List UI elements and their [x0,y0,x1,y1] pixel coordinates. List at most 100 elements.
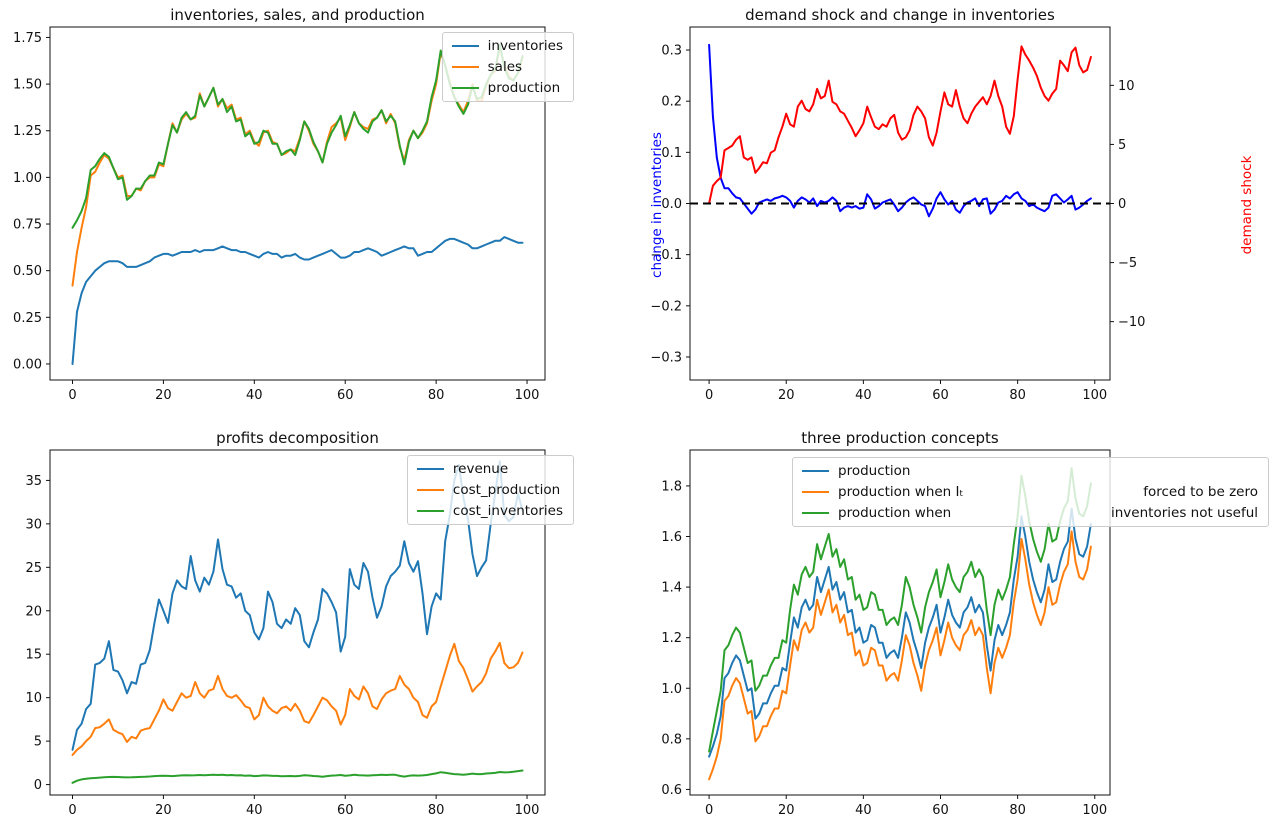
svg-text:0: 0 [34,778,42,793]
svg-text:20: 20 [155,388,172,403]
svg-text:1.75: 1.75 [13,31,42,46]
legend-label: production when Iₜ [838,484,964,500]
legend-item-sales: sales [451,59,563,75]
svg-text:30: 30 [25,517,42,532]
svg-text:10: 10 [1118,79,1135,94]
legend-item-cost-inventories: cost_inventories [416,503,563,519]
svg-text:40: 40 [246,803,263,818]
axes-profits-decomposition: 0 20 40 60 80 100 0 5 10 15 20 25 30 35 [25,449,546,818]
svg-text:0.8: 0.8 [661,732,682,747]
svg-text:0: 0 [705,388,713,403]
axes-demand-shock: 0 20 40 60 80 100−0.3−0.2−0.10.00.10.20.3−10−… [650,26,1145,403]
subplot-inventories-sales-production: inventories, sales, and production 0 20 40… [0,0,640,417]
legend-line-swatch [451,45,479,47]
y-axis-label-demand-shock: demand shock [1239,155,1255,255]
legend-inventories-sales-production: inventories sales production [441,32,574,102]
svg-text:0.0: 0.0 [661,197,682,212]
svg-text:40: 40 [855,388,872,403]
svg-text:60: 60 [337,388,354,403]
svg-text:40: 40 [855,803,872,818]
subplot-title: demand shock and change in inventories [745,6,1055,24]
svg-text:60: 60 [932,388,949,403]
legend-line-swatch [416,468,444,470]
svg-text:20: 20 [778,803,795,818]
svg-text:20: 20 [778,388,795,403]
y-axis-label-change-in-inventories: change in inventories [649,132,665,278]
axes-inventories-sales-production: 0 20 40 60 80 100 0.00 0.25 0.50 0.75 1.00 1.25 1.50… [13,26,546,403]
subplot-title: three production concepts [801,429,999,447]
svg-text:1.25: 1.25 [13,124,42,139]
legend-label: inventories [487,38,563,54]
legend-item-inventories: inventories [451,38,563,54]
legend-item-production-when: production when inventories not useful [802,505,1258,521]
legend-label: cost_production [452,482,561,498]
svg-text:20: 20 [155,803,172,818]
svg-text:60: 60 [337,803,354,818]
legend-item-cost-production: cost_production [416,482,563,498]
legend-line-swatch [451,87,479,89]
svg-text:−0.2: −0.2 [650,299,682,314]
subplot-profits-decomposition: profits decomposition 0 20 40 60 80 100 0 5 10 15… [0,417,640,834]
svg-text:0.1: 0.1 [661,146,682,161]
svg-text:0.25: 0.25 [13,311,42,326]
svg-text:0: 0 [68,803,76,818]
svg-text:1.00: 1.00 [13,171,42,186]
subplot-three-production-concepts: three production concepts 0 20 40 60 80 100 0.… [640,417,1281,834]
svg-text:0: 0 [68,388,76,403]
svg-text:1.50: 1.50 [13,78,42,93]
svg-text:80: 80 [428,388,445,403]
svg-text:15: 15 [25,648,42,663]
legend-line-swatch [802,512,829,514]
svg-text:40: 40 [246,388,263,403]
svg-text:100: 100 [515,388,540,403]
svg-text:80: 80 [1009,803,1026,818]
svg-text:60: 60 [932,803,949,818]
svg-text:0: 0 [1118,197,1126,212]
legend-three-production-concepts: production production when Iₜ forced to be… [792,457,1269,527]
svg-text:25: 25 [25,561,42,576]
legend-profits-decomposition: revenue cost_production cost_inventories [406,455,574,525]
svg-text:0.75: 0.75 [13,218,42,233]
svg-text:0.3: 0.3 [661,44,682,59]
svg-text:100: 100 [515,803,540,818]
legend-label-suffix: inventories not useful [1111,505,1258,521]
svg-text:100: 100 [1082,803,1107,818]
legend-label-suffix: forced to be zero [1143,484,1258,500]
legend-item-revenue: revenue [416,461,563,477]
svg-text:80: 80 [1009,388,1026,403]
svg-text:0: 0 [705,803,713,818]
legend-item-production-when-i-: production when Iₜ forced to be zero [802,484,1258,500]
svg-text:1.8: 1.8 [661,479,682,494]
svg-text:−10: −10 [1118,315,1145,330]
legend-line-swatch [451,66,479,68]
svg-text:0.6: 0.6 [661,783,682,798]
svg-text:−5: −5 [1118,256,1137,271]
svg-text:5: 5 [34,735,42,750]
legend-label: production [487,80,561,96]
svg-text:0.50: 0.50 [13,264,42,279]
subplot-title: profits decomposition [216,429,379,447]
svg-text:1.6: 1.6 [661,530,682,545]
subplot-title: inventories, sales, and production [170,6,425,24]
svg-text:100: 100 [1082,388,1107,403]
svg-text:0.00: 0.00 [13,357,42,372]
svg-text:20: 20 [25,604,42,619]
legend-label: revenue [452,461,509,477]
svg-text:−0.1: −0.1 [650,248,682,263]
legend-label: cost_inventories [452,503,563,519]
svg-text:1.0: 1.0 [661,682,682,697]
svg-text:35: 35 [25,474,42,489]
svg-text:1.2: 1.2 [661,631,682,646]
svg-text:10: 10 [25,691,42,706]
legend-line-swatch [416,510,444,512]
legend-item-production: production [802,463,1258,479]
svg-text:1.4: 1.4 [661,581,682,596]
svg-text:5: 5 [1118,138,1126,153]
svg-text:−0.3: −0.3 [650,350,682,365]
legend-label: sales [487,59,523,75]
legend-label: production when [838,505,952,521]
legend-line-swatch [802,470,829,472]
svg-text:80: 80 [428,803,445,818]
legend-label: production [838,463,911,479]
